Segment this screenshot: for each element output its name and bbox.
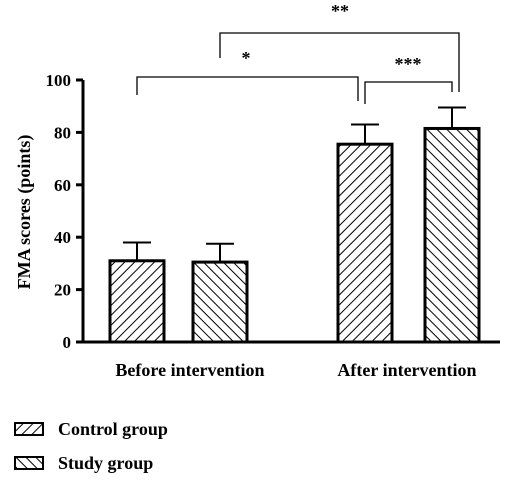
x-category-label: Before intervention	[115, 360, 264, 380]
legend: Control group Study group	[14, 412, 168, 480]
significance-label: *	[242, 48, 251, 68]
bar	[108, 259, 166, 344]
bar	[336, 142, 394, 344]
y-tick-label: 80	[54, 123, 71, 142]
significance-bracket	[219, 32, 460, 92]
significance-label: ***	[395, 54, 422, 74]
legend-label-study: Study group	[58, 452, 154, 473]
y-axis-title: FMA scores (points)	[14, 135, 35, 290]
y-tick-label: 20	[54, 281, 71, 300]
legend-item-control: Control group	[14, 412, 168, 446]
significance-brackets: ******	[136, 1, 460, 104]
bar-chart: 0 20 40 60 80 100 Before intervention After int…	[14, 1, 500, 380]
y-tick-label: 100	[46, 71, 72, 90]
legend-label-control: Control group	[58, 418, 168, 439]
x-category-label: After intervention	[337, 360, 476, 380]
significance-bracket	[136, 76, 359, 101]
legend-swatch-study	[14, 456, 44, 470]
y-tick-label: 0	[63, 333, 72, 352]
y-tick-label: 40	[54, 228, 71, 247]
y-tick-label: 60	[54, 176, 71, 195]
significance-label: **	[331, 1, 349, 21]
bar	[423, 126, 481, 344]
bar	[191, 260, 249, 344]
bars	[108, 106, 481, 344]
legend-item-study: Study group	[14, 446, 168, 480]
significance-bracket	[364, 81, 453, 104]
legend-swatch-control	[14, 422, 44, 436]
